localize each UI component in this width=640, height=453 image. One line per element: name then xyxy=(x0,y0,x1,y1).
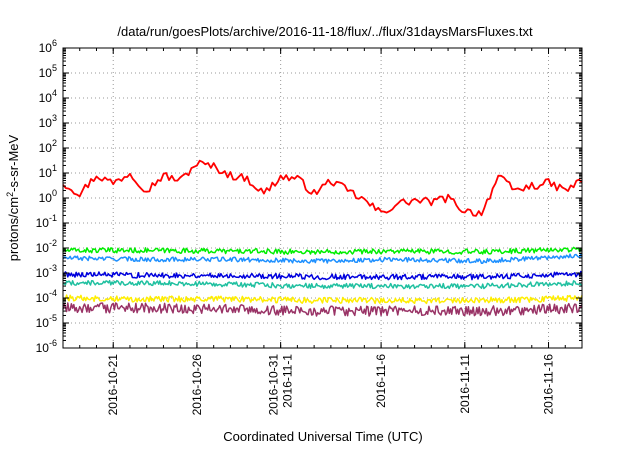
y-tick-label: 101 xyxy=(39,163,57,180)
y-axis: 10-6 10-5 10-4 10-3 10-2 10-1 100 101 102 103 104 1… xyxy=(36,38,582,355)
y-tick-label: 105 xyxy=(39,63,57,80)
series-line-4 xyxy=(62,270,583,281)
x-tick-label: 2016-10-26 xyxy=(190,354,204,416)
x-axis: 2016-10-21 2016-10-26 2016-10-31 2016-11-1 2… xyxy=(79,48,566,416)
y-axis-label: protons/cm2-s-sr-MeV xyxy=(5,134,21,261)
series-line-3 xyxy=(62,253,583,265)
series-group xyxy=(62,159,583,317)
y-tick-label: 102 xyxy=(39,138,57,155)
x-tick-label: 2016-11-16 xyxy=(542,354,556,415)
y-tick-label: 10-2 xyxy=(36,238,57,255)
series-line-6 xyxy=(62,294,583,305)
x-tick-label: 2016-11-1 xyxy=(281,354,295,408)
chart-title: /data/run/goesPlots/archive/2016-11-18/f… xyxy=(117,24,533,39)
y-tick-label: 104 xyxy=(39,88,57,105)
y-tick-label: 100 xyxy=(39,188,57,205)
y-tick-label: 10-3 xyxy=(36,263,57,280)
y-tick-label: 103 xyxy=(39,113,57,130)
series-line-2 xyxy=(62,246,583,255)
series-line-1 xyxy=(62,159,583,217)
x-tick-label: 2016-11-11 xyxy=(458,354,472,414)
y-tick-label: 10-5 xyxy=(36,313,57,330)
y-tick-label: 10-1 xyxy=(36,213,57,230)
x-tick-label: 2016-10-21 xyxy=(106,354,120,416)
x-tick-label: 2016-11-6 xyxy=(374,354,388,408)
x-axis-label: Coordinated Universal Time (UTC) xyxy=(223,429,422,444)
y-tick-label: 10-4 xyxy=(36,288,57,305)
y-tick-label: 106 xyxy=(39,38,57,55)
series-line-7 xyxy=(62,302,583,317)
x-tick-label: 2016-10-31 xyxy=(267,354,281,416)
series-line-5 xyxy=(63,279,583,290)
y-tick-label: 10-6 xyxy=(36,338,57,355)
